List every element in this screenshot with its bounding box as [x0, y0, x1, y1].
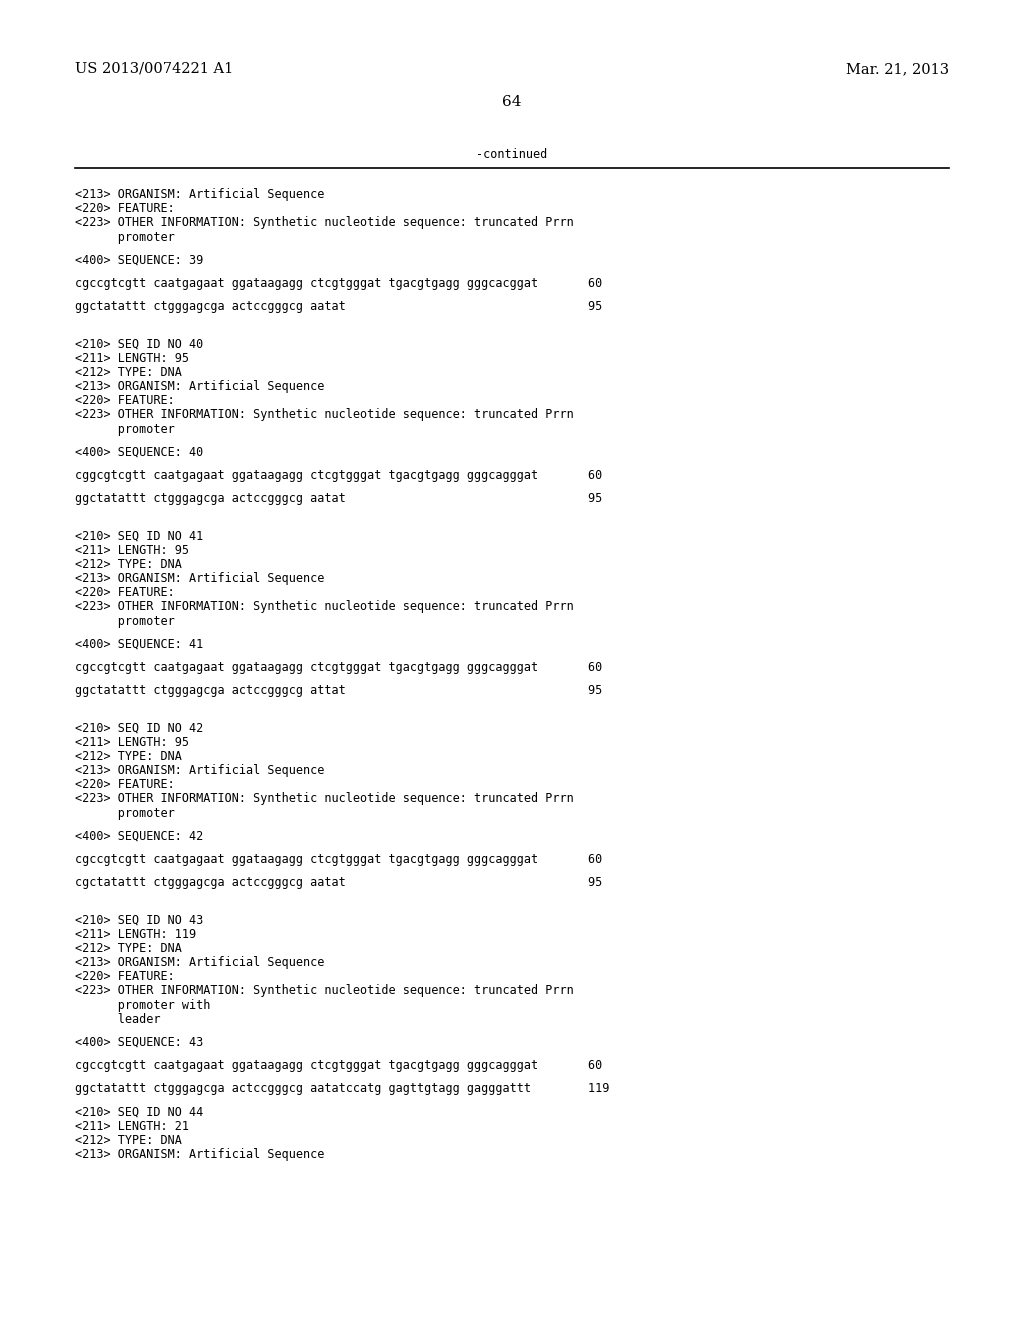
Text: ggctatattt ctgggagcga actccgggcg aatatccatg gagttgtagg gagggattt        119: ggctatattt ctgggagcga actccgggcg aatatcc… [75, 1082, 609, 1096]
Text: ggctatattt ctgggagcga actccgggcg attat                                  95: ggctatattt ctgggagcga actccgggcg attat 9… [75, 684, 602, 697]
Text: promoter: promoter [75, 422, 175, 436]
Text: <212> TYPE: DNA: <212> TYPE: DNA [75, 366, 182, 379]
Text: <400> SEQUENCE: 42: <400> SEQUENCE: 42 [75, 830, 203, 842]
Text: Mar. 21, 2013: Mar. 21, 2013 [846, 62, 949, 77]
Text: promoter with: promoter with [75, 999, 210, 1011]
Text: <400> SEQUENCE: 41: <400> SEQUENCE: 41 [75, 638, 203, 651]
Text: <211> LENGTH: 95: <211> LENGTH: 95 [75, 735, 189, 748]
Text: promoter: promoter [75, 615, 175, 627]
Text: promoter: promoter [75, 807, 175, 820]
Text: cgccgtcgtt caatgagaat ggataagagg ctcgtgggat tgacgtgagg gggcacggat       60: cgccgtcgtt caatgagaat ggataagagg ctcgtgg… [75, 277, 602, 290]
Text: <213> ORGANISM: Artificial Sequence: <213> ORGANISM: Artificial Sequence [75, 572, 325, 585]
Text: ggctatattt ctgggagcga actccgggcg aatat                                  95: ggctatattt ctgggagcga actccgggcg aatat 9… [75, 300, 602, 313]
Text: <213> ORGANISM: Artificial Sequence: <213> ORGANISM: Artificial Sequence [75, 380, 325, 393]
Text: cgccgtcgtt caatgagaat ggataagagg ctcgtgggat tgacgtgagg gggcagggat       60: cgccgtcgtt caatgagaat ggataagagg ctcgtgg… [75, 661, 602, 675]
Text: <212> TYPE: DNA: <212> TYPE: DNA [75, 558, 182, 570]
Text: <210> SEQ ID NO 41: <210> SEQ ID NO 41 [75, 529, 203, 543]
Text: <212> TYPE: DNA: <212> TYPE: DNA [75, 750, 182, 763]
Text: <400> SEQUENCE: 40: <400> SEQUENCE: 40 [75, 446, 203, 459]
Text: cgccgtcgtt caatgagaat ggataagagg ctcgtgggat tgacgtgagg gggcagggat       60: cgccgtcgtt caatgagaat ggataagagg ctcgtgg… [75, 1059, 602, 1072]
Text: <213> ORGANISM: Artificial Sequence: <213> ORGANISM: Artificial Sequence [75, 1148, 325, 1162]
Text: <212> TYPE: DNA: <212> TYPE: DNA [75, 1134, 182, 1147]
Text: <220> FEATURE:: <220> FEATURE: [75, 970, 175, 983]
Text: <210> SEQ ID NO 42: <210> SEQ ID NO 42 [75, 722, 203, 734]
Text: <213> ORGANISM: Artificial Sequence: <213> ORGANISM: Artificial Sequence [75, 764, 325, 777]
Text: <212> TYPE: DNA: <212> TYPE: DNA [75, 941, 182, 954]
Text: <220> FEATURE:: <220> FEATURE: [75, 202, 175, 215]
Text: <223> OTHER INFORMATION: Synthetic nucleotide sequence: truncated Prrn: <223> OTHER INFORMATION: Synthetic nucle… [75, 408, 573, 421]
Text: leader: leader [75, 1012, 161, 1026]
Text: <223> OTHER INFORMATION: Synthetic nucleotide sequence: truncated Prrn: <223> OTHER INFORMATION: Synthetic nucle… [75, 985, 573, 998]
Text: <213> ORGANISM: Artificial Sequence: <213> ORGANISM: Artificial Sequence [75, 187, 325, 201]
Text: <400> SEQUENCE: 39: <400> SEQUENCE: 39 [75, 253, 203, 267]
Text: <211> LENGTH: 95: <211> LENGTH: 95 [75, 351, 189, 364]
Text: US 2013/0074221 A1: US 2013/0074221 A1 [75, 62, 233, 77]
Text: <220> FEATURE:: <220> FEATURE: [75, 395, 175, 407]
Text: promoter: promoter [75, 231, 175, 244]
Text: <213> ORGANISM: Artificial Sequence: <213> ORGANISM: Artificial Sequence [75, 956, 325, 969]
Text: -continued: -continued [476, 148, 548, 161]
Text: <211> LENGTH: 119: <211> LENGTH: 119 [75, 928, 197, 941]
Text: <223> OTHER INFORMATION: Synthetic nucleotide sequence: truncated Prrn: <223> OTHER INFORMATION: Synthetic nucle… [75, 216, 573, 230]
Text: <223> OTHER INFORMATION: Synthetic nucleotide sequence: truncated Prrn: <223> OTHER INFORMATION: Synthetic nucle… [75, 792, 573, 805]
Text: ggctatattt ctgggagcga actccgggcg aatat                                  95: ggctatattt ctgggagcga actccgggcg aatat 9… [75, 492, 602, 506]
Text: cgctatattt ctgggagcga actccgggcg aatat                                  95: cgctatattt ctgggagcga actccgggcg aatat 9… [75, 876, 602, 890]
Text: <210> SEQ ID NO 44: <210> SEQ ID NO 44 [75, 1106, 203, 1118]
Text: cggcgtcgtt caatgagaat ggataagagg ctcgtgggat tgacgtgagg gggcagggat       60: cggcgtcgtt caatgagaat ggataagagg ctcgtgg… [75, 469, 602, 482]
Text: 64: 64 [502, 95, 522, 110]
Text: <210> SEQ ID NO 43: <210> SEQ ID NO 43 [75, 913, 203, 927]
Text: <220> FEATURE:: <220> FEATURE: [75, 586, 175, 599]
Text: <400> SEQUENCE: 43: <400> SEQUENCE: 43 [75, 1036, 203, 1049]
Text: <211> LENGTH: 21: <211> LENGTH: 21 [75, 1119, 189, 1133]
Text: <210> SEQ ID NO 40: <210> SEQ ID NO 40 [75, 338, 203, 350]
Text: <211> LENGTH: 95: <211> LENGTH: 95 [75, 544, 189, 557]
Text: <220> FEATURE:: <220> FEATURE: [75, 779, 175, 791]
Text: <223> OTHER INFORMATION: Synthetic nucleotide sequence: truncated Prrn: <223> OTHER INFORMATION: Synthetic nucle… [75, 601, 573, 614]
Text: cgccgtcgtt caatgagaat ggataagagg ctcgtgggat tgacgtgagg gggcagggat       60: cgccgtcgtt caatgagaat ggataagagg ctcgtgg… [75, 853, 602, 866]
